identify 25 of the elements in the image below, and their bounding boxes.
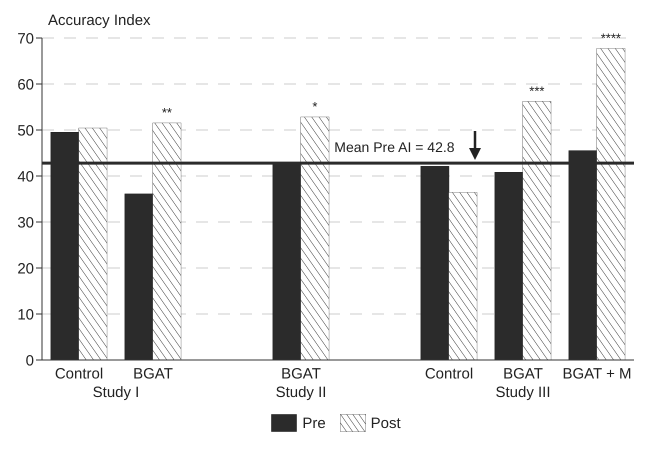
y-tick-label: 60 <box>17 76 34 94</box>
data-label: ** <box>162 105 172 120</box>
text: Study II <box>274 384 328 401</box>
y-axis-title: Accuracy Index <box>48 12 151 29</box>
y-tick-label: 40 <box>17 168 34 186</box>
x-tick-label: BGAT <box>133 366 173 383</box>
y-tick-label: 50 <box>17 122 34 140</box>
x-tick-label: Control <box>424 366 474 383</box>
y-tick-label: 30 <box>17 214 34 232</box>
y-tick-label: 20 <box>17 260 34 278</box>
legend-label: Pre <box>302 414 326 432</box>
x-tick-label: BGAT <box>281 366 321 383</box>
y-tick-label: 70 <box>17 30 34 48</box>
text: Study I <box>92 384 140 401</box>
data-label: *** <box>529 83 544 98</box>
x-tick-label: BGAT <box>503 366 543 383</box>
x-tick-label: BGAT + M <box>562 366 632 383</box>
x-tick-label: Control <box>54 366 104 383</box>
y-tick-label: 10 <box>17 306 34 324</box>
text: Study III <box>494 384 552 401</box>
data-label: * <box>312 99 318 114</box>
y-tick-label: 0 <box>26 352 34 370</box>
legend-label: Post <box>370 414 401 432</box>
data-label: **** <box>600 30 622 46</box>
ref-line-label: Mean Pre AI = 42.8 <box>334 139 455 156</box>
